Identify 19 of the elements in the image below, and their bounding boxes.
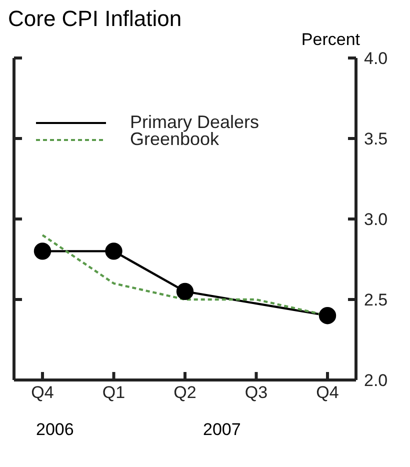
x-tick-label: Q2 <box>174 383 196 402</box>
y-tick-label: 3.5 <box>364 130 388 149</box>
text: 2006 <box>36 420 74 440</box>
y-tick-label: 2.0 <box>364 371 388 390</box>
legend-label: Primary Dealers <box>130 112 260 132</box>
x-tick-label: Q3 <box>244 383 268 402</box>
x-tick-label: Q4 <box>31 383 54 402</box>
x-tick-label: Q1 <box>102 383 126 402</box>
text: 2007 <box>203 420 241 440</box>
y-tick-label: 4.0 <box>364 49 388 68</box>
y-tick-label: 3.0 <box>364 210 388 230</box>
point <box>318 307 336 324</box>
y-tick-label: 2.5 <box>364 290 388 310</box>
y-axis-title: Percent <box>301 30 360 50</box>
point <box>105 242 122 260</box>
chart-title: Core CPI Inflation <box>8 6 183 31</box>
point <box>34 242 52 260</box>
x-tick-label: Q4 <box>316 383 339 402</box>
point <box>176 282 194 300</box>
